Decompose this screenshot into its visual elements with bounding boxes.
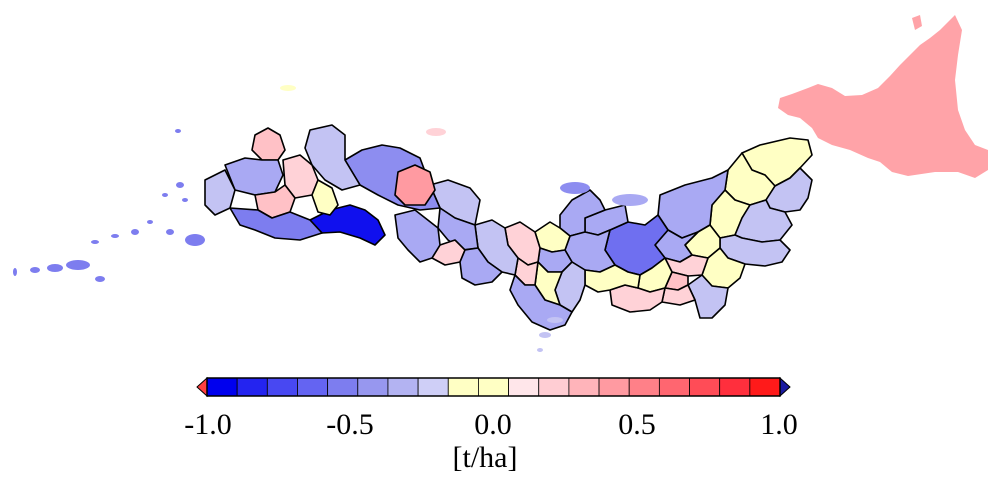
colorbar-cell — [719, 377, 751, 397]
colorbar-cell — [266, 377, 298, 397]
colorbar-tick-4: 1.0 — [760, 408, 798, 441]
colorbar-cell — [206, 377, 238, 397]
colorbar-cell — [447, 377, 479, 397]
region-fukuoka — [251, 127, 286, 161]
region-hokkaido-island — [912, 15, 922, 30]
colorbar-cell — [749, 377, 781, 397]
colorbar-cell — [236, 377, 268, 397]
colorbar-tick-1: -0.5 — [326, 408, 374, 441]
colorbar-cell — [538, 377, 570, 397]
colorbar-cell — [357, 377, 389, 397]
region-ehime — [394, 209, 441, 263]
colorbar-cell — [478, 377, 509, 397]
colorbar-cell — [658, 377, 690, 397]
colorbar-cell — [628, 377, 660, 397]
colorbar-tick-2: 0.0 — [474, 408, 512, 441]
region-yamaguchi — [304, 124, 361, 191]
colorbar-unit-label: [t/ha] — [452, 441, 518, 474]
colorbar-under-arrow — [196, 376, 208, 398]
colorbar-cell — [297, 377, 329, 397]
region-wakayama — [509, 274, 573, 331]
colorbar-frame — [206, 377, 781, 397]
colorbar-cell — [417, 377, 449, 397]
colorbar-cell — [598, 377, 630, 397]
region-aichi — [584, 264, 641, 293]
region-okinawa — [13, 85, 648, 352]
colorbar-tick-3: 0.5 — [618, 408, 656, 441]
map-regions — [13, 15, 988, 352]
region-kagoshima — [229, 207, 323, 241]
colorbar-over-arrow — [779, 376, 791, 398]
region-tokushima — [459, 247, 503, 286]
region-miyazaki — [311, 179, 339, 216]
colorbar — [196, 376, 791, 398]
colorbar-cells — [206, 377, 781, 397]
colorbar-cell — [568, 377, 600, 397]
colorbar-cell — [327, 377, 359, 397]
region-hokkaido — [778, 15, 988, 178]
colorbar-cell — [387, 377, 419, 397]
region-saga — [224, 157, 284, 196]
region-hiroshima — [394, 164, 436, 206]
colorbar-cell — [689, 377, 721, 397]
colorbar-tick-0: -1.0 — [184, 408, 232, 441]
colorbar-cell — [508, 377, 540, 397]
